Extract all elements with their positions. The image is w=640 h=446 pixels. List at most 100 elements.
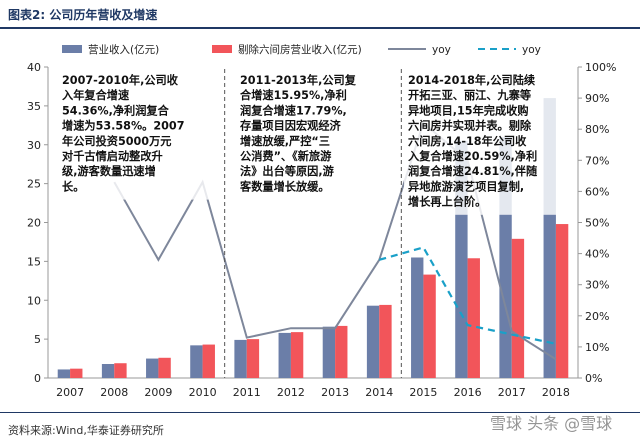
annotation-line: 对千古情启动整改升: [62, 149, 163, 163]
y-left-tick-label: 5: [34, 333, 41, 346]
x-tick-label: 2008: [100, 386, 128, 399]
legend-swatch: [212, 45, 232, 53]
bar-revenue: [278, 332, 291, 378]
y-right-tick-label: 40%: [585, 248, 609, 261]
bar-revenue-ex-liujianfang: [290, 332, 304, 378]
bar-revenue-ex-liujianfang: [114, 363, 127, 378]
y-right-tick-label: 50%: [585, 217, 609, 230]
annotation-line: 2014-2018年,公司陆续: [408, 73, 536, 87]
x-tick-label: 2014: [365, 386, 393, 399]
figure-title: 图表2: 公司历年营收及增速: [8, 8, 158, 22]
annotation-line: 年公司投资5000万元: [62, 134, 171, 148]
bar-revenue-ex-liujianfang: [335, 325, 348, 378]
y-left-tick-label: 30: [27, 139, 41, 152]
bar-revenue: [234, 339, 247, 378]
y-right-tick-label: 60%: [585, 185, 609, 198]
x-tick-label: 2009: [144, 386, 172, 399]
bar-revenue: [57, 369, 71, 378]
legend-label: yoy: [432, 44, 451, 56]
annotation-line: 长。: [62, 179, 84, 193]
bar-revenue-ex-liujianfang: [246, 339, 260, 378]
bar-revenue-ex-liujianfang: [70, 368, 83, 378]
annotation-line: 开拓三亚、丽江、九寨等: [408, 88, 531, 102]
x-tick-label: 2013: [321, 386, 349, 399]
annotation-line: 异地项目,15年完成收购: [408, 103, 529, 117]
x-tick-label: 2012: [277, 386, 305, 399]
y-right-tick-label: 90%: [585, 92, 609, 105]
annotation-background: [236, 70, 396, 200]
y-right-tick-label: 0%: [585, 372, 602, 385]
x-tick-label: 2016: [454, 386, 482, 399]
y-left-tick-label: 15: [27, 255, 41, 268]
annotation-line: 润复合增速17.79%,: [240, 103, 347, 117]
line-yoy-ex-liujianfang: [379, 246, 557, 345]
annotation-background: [404, 70, 574, 215]
bar-revenue-ex-liujianfang: [511, 238, 525, 378]
bar-revenue-ex-liujianfang: [423, 274, 436, 378]
annotation-line: 入年复合增速: [62, 88, 130, 102]
bar-revenue: [411, 257, 424, 378]
y-right-tick-label: 80%: [585, 123, 609, 136]
annotation-line: 法》出台等原因,游: [240, 164, 335, 178]
bar-revenue: [101, 364, 115, 378]
legend-revenue: 营业收入(亿元): [62, 43, 159, 56]
x-tick-label: 2007: [56, 386, 84, 399]
x-tick-label: 2015: [409, 386, 437, 399]
figure-header: 图表2: 公司历年营收及增速: [0, 0, 640, 29]
x-tick-label: 2018: [542, 386, 570, 399]
footer-rule: [0, 412, 640, 413]
x-tick-label: 2017: [498, 386, 526, 399]
annotation-line: 异地旅游演艺项目复制,: [408, 179, 524, 193]
y-left-tick-label: 0: [34, 372, 41, 385]
bar-revenue: [190, 345, 203, 378]
bar-revenue-ex-liujianfang: [467, 258, 480, 378]
annotation-line: 入复合增速20.59%,净利: [408, 149, 537, 163]
line-yoy-revenue: [113, 121, 557, 361]
y-right-tick-label: 70%: [585, 154, 609, 167]
annotation-box: 2014-2018年,公司陆续开拓三亚、丽江、九寨等异地项目,15年完成收购六间…: [404, 70, 574, 215]
legend-revenue-ex: 剔除六间房营业收入(亿元): [212, 43, 362, 56]
legend-label: 营业收入(亿元): [88, 43, 159, 56]
annotation-line: 级,游客数量迅速增: [62, 164, 156, 178]
bar-revenue-ex-liujianfang: [555, 224, 569, 378]
legend-yoy-dashed: yoy: [478, 44, 541, 56]
legend-yoy-solid: yoy: [388, 44, 451, 56]
legend-label: yoy: [522, 44, 541, 56]
annotation-line: 增长再上台阶。: [408, 195, 486, 209]
source-note: 资料来源:Wind,华泰证券研究所: [8, 424, 164, 437]
annotation-line: 2007-2010年,公司收: [62, 73, 179, 87]
annotation-line: 54.36%,净利润复合: [62, 103, 170, 117]
x-tick-label: 2010: [189, 386, 217, 399]
legend-label: 剔除六间房营业收入(亿元): [238, 43, 362, 56]
bar-revenue-ex-liujianfang: [379, 304, 392, 378]
y-right-tick-label: 30%: [585, 279, 609, 292]
annotation-line: 2011-2013年,公司复: [240, 73, 357, 87]
header-rule: [0, 27, 640, 29]
y-left-tick-label: 25: [27, 178, 41, 191]
bar-revenue-ex-liujianfang: [158, 357, 171, 378]
y-right-tick-label: 20%: [585, 310, 609, 323]
y-right-tick-label: 10%: [585, 341, 609, 354]
annotation-line: 润复合增速24.81%,伴随: [408, 164, 538, 178]
annotation-line: 六间房,14-18年公司收: [408, 134, 527, 148]
bar-revenue: [366, 305, 380, 378]
y-right-tick-label: 100%: [585, 61, 616, 74]
legend: 营业收入(亿元) 剔除六间房营业收入(亿元) yoy yoy: [62, 43, 541, 56]
bar-revenue-ex-liujianfang: [202, 344, 215, 378]
y-left-tick-label: 35: [27, 100, 41, 113]
annotation-line: 增速为53.58%。2007: [62, 119, 184, 133]
x-tick-label: 2011: [233, 386, 261, 399]
y-left-tick-label: 10: [27, 294, 41, 307]
annotation-line: 公消费”、《新旅游: [240, 149, 332, 163]
annotation-line: 客数量增长放缓。: [239, 179, 330, 193]
bar-revenue: [146, 358, 159, 378]
y-left-tick-label: 40: [27, 61, 41, 74]
annotation-line: 合增速15.95%,净利: [240, 88, 347, 102]
legend-swatch: [62, 45, 82, 53]
annotation-line: 存量项目因宏观经济: [240, 119, 342, 133]
bar-revenue: [322, 326, 336, 378]
annotation-line: 六间房并实现并表。剔除: [408, 119, 532, 133]
